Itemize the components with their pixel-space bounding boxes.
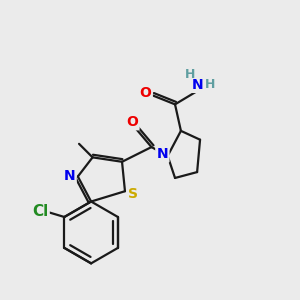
Text: H: H	[205, 78, 215, 91]
Text: N: N	[157, 147, 168, 161]
Text: Cl: Cl	[32, 204, 48, 219]
Text: O: O	[140, 85, 152, 100]
Text: N: N	[64, 169, 75, 184]
Text: S: S	[128, 187, 138, 201]
Text: O: O	[126, 115, 138, 129]
Text: H: H	[184, 68, 195, 80]
Text: N: N	[191, 78, 203, 92]
